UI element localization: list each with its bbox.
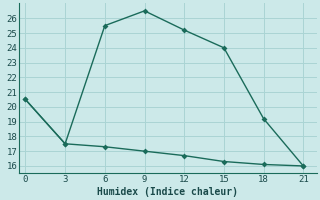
X-axis label: Humidex (Indice chaleur): Humidex (Indice chaleur) <box>97 186 238 197</box>
